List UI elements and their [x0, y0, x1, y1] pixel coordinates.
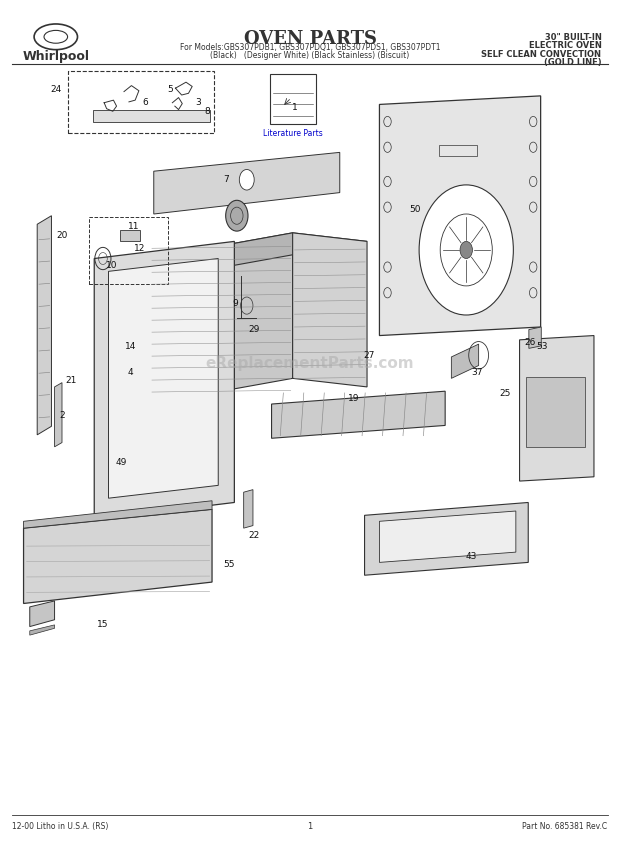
- Text: 21: 21: [66, 377, 77, 385]
- Circle shape: [460, 241, 472, 259]
- Text: 19: 19: [348, 394, 359, 402]
- Polygon shape: [520, 336, 594, 481]
- Text: 1: 1: [308, 822, 312, 831]
- Text: 4: 4: [127, 368, 133, 377]
- Text: 9: 9: [232, 300, 239, 308]
- Bar: [526, 377, 585, 447]
- Text: 26: 26: [525, 338, 536, 347]
- Bar: [120, 230, 140, 241]
- Text: 30" BUILT-IN: 30" BUILT-IN: [544, 33, 601, 42]
- Polygon shape: [30, 625, 55, 635]
- Polygon shape: [293, 233, 367, 387]
- Text: (Black)   (Designer White) (Black Stainless) (Biscuit): (Black) (Designer White) (Black Stainles…: [210, 51, 410, 61]
- Polygon shape: [150, 233, 367, 267]
- Text: 24: 24: [50, 86, 61, 94]
- Polygon shape: [154, 152, 340, 214]
- Polygon shape: [30, 601, 55, 627]
- Text: 8: 8: [205, 107, 211, 116]
- Bar: [68, 71, 214, 133]
- Polygon shape: [272, 391, 445, 438]
- Text: 14: 14: [125, 342, 136, 351]
- Text: 3: 3: [195, 98, 202, 107]
- Text: 55: 55: [224, 561, 235, 569]
- Text: (GOLD LINE): (GOLD LINE): [544, 58, 601, 68]
- Polygon shape: [108, 259, 218, 498]
- Circle shape: [239, 169, 254, 190]
- Circle shape: [419, 185, 513, 315]
- Polygon shape: [94, 241, 234, 520]
- Polygon shape: [379, 96, 541, 336]
- Text: 10: 10: [106, 261, 117, 270]
- Polygon shape: [379, 511, 516, 562]
- Text: 5: 5: [167, 86, 174, 94]
- Text: Whirlpool: Whirlpool: [22, 50, 89, 62]
- Text: 11: 11: [128, 223, 139, 231]
- Polygon shape: [244, 490, 253, 528]
- Text: 15: 15: [97, 621, 108, 629]
- Text: Literature Parts: Literature Parts: [264, 129, 323, 139]
- Polygon shape: [451, 344, 479, 378]
- Text: 29: 29: [249, 325, 260, 334]
- Polygon shape: [24, 501, 212, 528]
- Polygon shape: [150, 233, 293, 404]
- Text: 12: 12: [134, 244, 145, 253]
- Text: 22: 22: [249, 531, 260, 539]
- Text: 7: 7: [223, 175, 229, 184]
- Polygon shape: [55, 383, 62, 447]
- Text: 37: 37: [472, 368, 483, 377]
- Text: 50: 50: [410, 205, 421, 214]
- Text: 53: 53: [537, 342, 548, 351]
- Text: For Models:GBS307PDB1, GBS307PDQ1, GBS307PDS1, GBS307PDT1: For Models:GBS307PDB1, GBS307PDQ1, GBS30…: [180, 43, 440, 52]
- Text: SELF CLEAN CONVECTION: SELF CLEAN CONVECTION: [481, 50, 601, 59]
- Text: 1: 1: [291, 103, 298, 111]
- Text: 27: 27: [363, 351, 374, 360]
- Circle shape: [226, 200, 248, 231]
- Bar: [270, 74, 316, 124]
- Text: eReplacementParts.com: eReplacementParts.com: [206, 356, 414, 372]
- Polygon shape: [24, 509, 212, 603]
- Text: Part No. 685381 Rev.C: Part No. 685381 Rev.C: [523, 822, 608, 831]
- Bar: [89, 217, 168, 284]
- Text: 25: 25: [500, 389, 511, 398]
- Bar: [439, 145, 477, 156]
- Text: 6: 6: [143, 98, 149, 107]
- Polygon shape: [37, 216, 51, 435]
- Text: ELECTRIC OVEN: ELECTRIC OVEN: [528, 41, 601, 51]
- Polygon shape: [365, 502, 528, 575]
- Text: 49: 49: [115, 458, 126, 467]
- Text: 20: 20: [56, 231, 68, 240]
- Text: OVEN PARTS: OVEN PARTS: [244, 30, 376, 48]
- Polygon shape: [529, 327, 541, 348]
- Text: 43: 43: [466, 552, 477, 561]
- Text: 12-00 Litho in U.S.A. (RS): 12-00 Litho in U.S.A. (RS): [12, 822, 108, 831]
- Text: 2: 2: [59, 411, 65, 419]
- Polygon shape: [93, 110, 210, 122]
